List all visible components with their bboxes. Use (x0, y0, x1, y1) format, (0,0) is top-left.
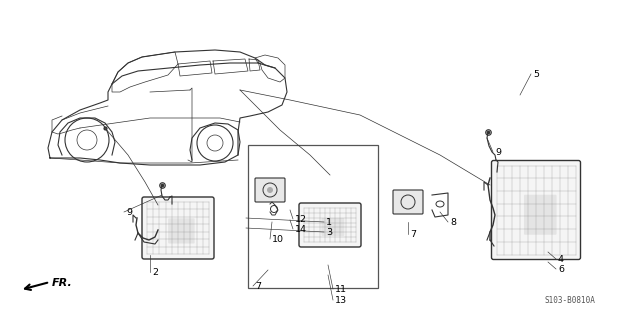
FancyBboxPatch shape (142, 197, 214, 259)
Text: 7: 7 (255, 282, 261, 291)
Text: 10: 10 (272, 235, 284, 244)
Text: 12: 12 (295, 215, 307, 224)
Text: 13: 13 (335, 296, 347, 305)
Text: 4: 4 (558, 255, 564, 264)
Text: 14: 14 (295, 225, 307, 234)
Text: 5: 5 (533, 70, 539, 79)
Text: 9: 9 (126, 208, 132, 217)
FancyBboxPatch shape (299, 203, 361, 247)
FancyBboxPatch shape (168, 218, 195, 243)
FancyBboxPatch shape (492, 160, 580, 259)
Text: 2: 2 (152, 268, 158, 277)
FancyBboxPatch shape (255, 178, 285, 202)
Text: 8: 8 (450, 218, 456, 227)
Text: FR.: FR. (52, 278, 73, 288)
FancyBboxPatch shape (321, 218, 344, 236)
FancyBboxPatch shape (524, 195, 557, 235)
Bar (248, 145, 378, 288)
Text: 9: 9 (495, 148, 501, 157)
Circle shape (267, 187, 273, 193)
Text: S103-B0810A: S103-B0810A (544, 296, 595, 305)
Text: 1: 1 (326, 218, 332, 227)
Text: 3: 3 (326, 228, 332, 237)
Text: 7: 7 (410, 230, 416, 239)
Text: 11: 11 (335, 285, 347, 294)
FancyBboxPatch shape (393, 190, 423, 214)
Text: 6: 6 (558, 265, 564, 274)
